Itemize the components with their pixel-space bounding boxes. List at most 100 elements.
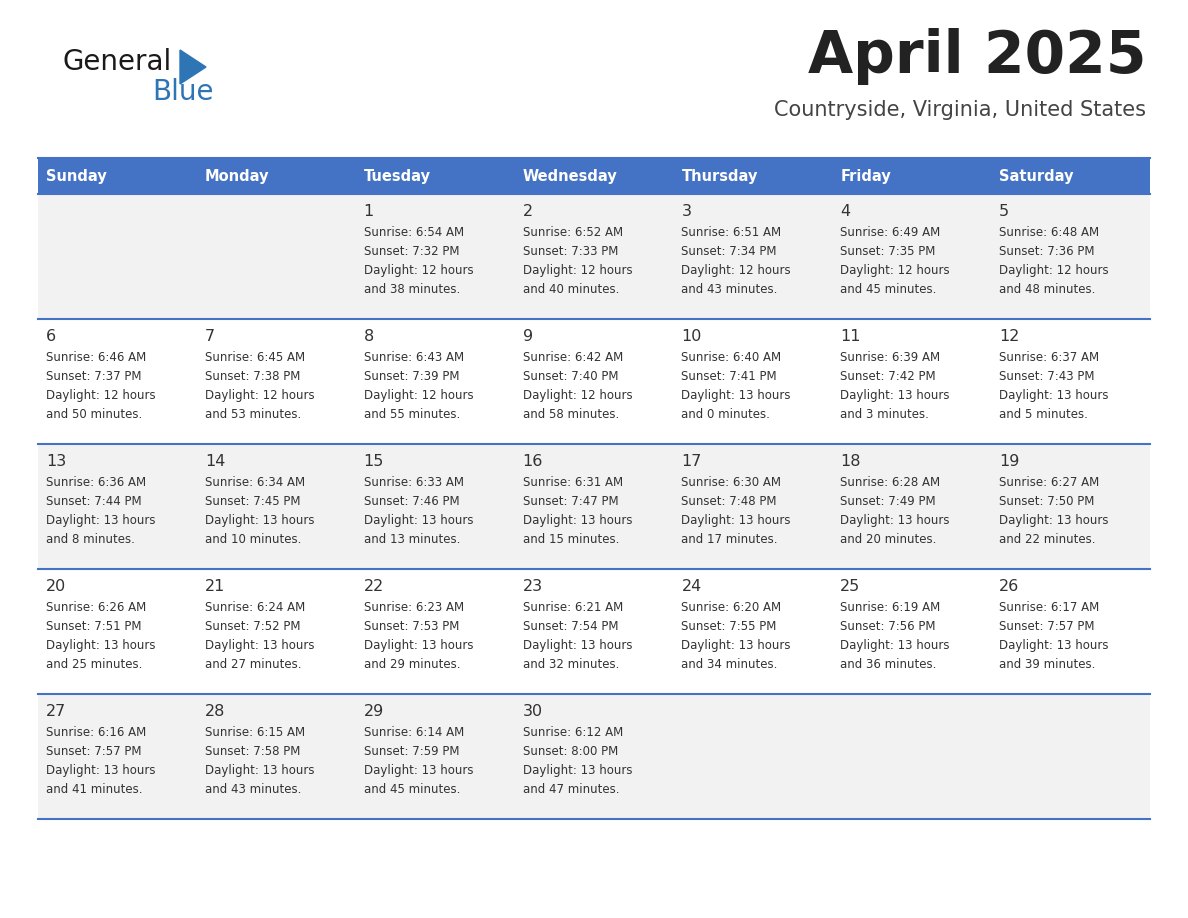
Text: and 5 minutes.: and 5 minutes. xyxy=(999,408,1088,421)
Text: 9: 9 xyxy=(523,329,532,344)
Text: Sunset: 7:43 PM: Sunset: 7:43 PM xyxy=(999,370,1094,383)
Text: and 48 minutes.: and 48 minutes. xyxy=(999,283,1095,296)
Text: Sunrise: 6:46 AM: Sunrise: 6:46 AM xyxy=(46,351,146,364)
Text: Daylight: 13 hours: Daylight: 13 hours xyxy=(523,514,632,527)
Text: Sunrise: 6:33 AM: Sunrise: 6:33 AM xyxy=(364,476,463,489)
Text: and 40 minutes.: and 40 minutes. xyxy=(523,283,619,296)
Text: and 45 minutes.: and 45 minutes. xyxy=(840,283,936,296)
Text: Tuesday: Tuesday xyxy=(364,169,431,184)
Text: Daylight: 13 hours: Daylight: 13 hours xyxy=(523,764,632,777)
Text: Daylight: 13 hours: Daylight: 13 hours xyxy=(364,514,473,527)
Bar xyxy=(991,158,1150,194)
Text: Sunrise: 6:26 AM: Sunrise: 6:26 AM xyxy=(46,601,146,614)
Text: Sunset: 7:47 PM: Sunset: 7:47 PM xyxy=(523,495,618,508)
Text: Sunrise: 6:16 AM: Sunrise: 6:16 AM xyxy=(46,726,146,739)
Text: 3: 3 xyxy=(682,204,691,219)
Text: and 13 minutes.: and 13 minutes. xyxy=(364,533,460,546)
Text: Daylight: 13 hours: Daylight: 13 hours xyxy=(364,639,473,652)
Text: Sunrise: 6:40 AM: Sunrise: 6:40 AM xyxy=(682,351,782,364)
Text: Daylight: 13 hours: Daylight: 13 hours xyxy=(682,514,791,527)
Text: Sunday: Sunday xyxy=(46,169,107,184)
Text: and 32 minutes.: and 32 minutes. xyxy=(523,658,619,671)
Text: 20: 20 xyxy=(46,579,67,594)
Text: Sunset: 7:59 PM: Sunset: 7:59 PM xyxy=(364,745,460,758)
Text: 18: 18 xyxy=(840,454,861,469)
Text: Sunset: 7:58 PM: Sunset: 7:58 PM xyxy=(204,745,301,758)
Text: Daylight: 13 hours: Daylight: 13 hours xyxy=(840,389,949,402)
Bar xyxy=(355,158,514,194)
Text: Daylight: 13 hours: Daylight: 13 hours xyxy=(204,514,315,527)
Text: 24: 24 xyxy=(682,579,702,594)
Text: and 55 minutes.: and 55 minutes. xyxy=(364,408,460,421)
Text: Sunrise: 6:19 AM: Sunrise: 6:19 AM xyxy=(840,601,941,614)
Text: Daylight: 12 hours: Daylight: 12 hours xyxy=(364,264,473,277)
Text: 12: 12 xyxy=(999,329,1019,344)
Text: 16: 16 xyxy=(523,454,543,469)
Text: Sunset: 7:46 PM: Sunset: 7:46 PM xyxy=(364,495,460,508)
Text: Sunset: 7:39 PM: Sunset: 7:39 PM xyxy=(364,370,460,383)
Text: and 47 minutes.: and 47 minutes. xyxy=(523,783,619,796)
Text: Daylight: 13 hours: Daylight: 13 hours xyxy=(840,514,949,527)
Text: Sunset: 7:49 PM: Sunset: 7:49 PM xyxy=(840,495,936,508)
Text: Daylight: 12 hours: Daylight: 12 hours xyxy=(364,389,473,402)
Text: and 38 minutes.: and 38 minutes. xyxy=(364,283,460,296)
Text: 6: 6 xyxy=(46,329,56,344)
Text: and 39 minutes.: and 39 minutes. xyxy=(999,658,1095,671)
Text: Daylight: 12 hours: Daylight: 12 hours xyxy=(999,264,1108,277)
Text: 21: 21 xyxy=(204,579,226,594)
Text: Daylight: 13 hours: Daylight: 13 hours xyxy=(204,764,315,777)
Text: 28: 28 xyxy=(204,704,226,719)
Text: Sunset: 7:38 PM: Sunset: 7:38 PM xyxy=(204,370,301,383)
Text: Sunset: 7:53 PM: Sunset: 7:53 PM xyxy=(364,620,459,633)
Text: Sunrise: 6:36 AM: Sunrise: 6:36 AM xyxy=(46,476,146,489)
Text: Daylight: 12 hours: Daylight: 12 hours xyxy=(204,389,315,402)
Text: and 20 minutes.: and 20 minutes. xyxy=(840,533,936,546)
Text: and 58 minutes.: and 58 minutes. xyxy=(523,408,619,421)
Text: Sunrise: 6:14 AM: Sunrise: 6:14 AM xyxy=(364,726,465,739)
Bar xyxy=(38,444,1150,569)
Text: and 15 minutes.: and 15 minutes. xyxy=(523,533,619,546)
Text: Daylight: 12 hours: Daylight: 12 hours xyxy=(523,264,632,277)
Text: and 50 minutes.: and 50 minutes. xyxy=(46,408,143,421)
Text: Daylight: 13 hours: Daylight: 13 hours xyxy=(46,639,156,652)
Text: Daylight: 13 hours: Daylight: 13 hours xyxy=(999,389,1108,402)
Text: Sunset: 7:50 PM: Sunset: 7:50 PM xyxy=(999,495,1094,508)
Text: Daylight: 13 hours: Daylight: 13 hours xyxy=(364,764,473,777)
Text: 14: 14 xyxy=(204,454,226,469)
Text: Daylight: 13 hours: Daylight: 13 hours xyxy=(999,514,1108,527)
Text: 11: 11 xyxy=(840,329,861,344)
Text: Sunrise: 6:24 AM: Sunrise: 6:24 AM xyxy=(204,601,305,614)
Bar xyxy=(38,319,1150,444)
Text: Sunrise: 6:17 AM: Sunrise: 6:17 AM xyxy=(999,601,1099,614)
Text: 19: 19 xyxy=(999,454,1019,469)
Text: Sunrise: 6:54 AM: Sunrise: 6:54 AM xyxy=(364,226,463,239)
Text: 23: 23 xyxy=(523,579,543,594)
Bar xyxy=(38,158,197,194)
Text: Sunrise: 6:48 AM: Sunrise: 6:48 AM xyxy=(999,226,1099,239)
Text: Sunrise: 6:52 AM: Sunrise: 6:52 AM xyxy=(523,226,623,239)
Text: Sunset: 7:37 PM: Sunset: 7:37 PM xyxy=(46,370,141,383)
Text: Sunset: 7:34 PM: Sunset: 7:34 PM xyxy=(682,245,777,258)
Text: and 41 minutes.: and 41 minutes. xyxy=(46,783,143,796)
Text: 4: 4 xyxy=(840,204,851,219)
Text: Sunset: 7:56 PM: Sunset: 7:56 PM xyxy=(840,620,936,633)
Text: Saturday: Saturday xyxy=(999,169,1074,184)
Text: Blue: Blue xyxy=(152,78,214,106)
Text: Sunset: 8:00 PM: Sunset: 8:00 PM xyxy=(523,745,618,758)
Text: 13: 13 xyxy=(46,454,67,469)
Bar xyxy=(197,158,355,194)
Text: Sunset: 7:55 PM: Sunset: 7:55 PM xyxy=(682,620,777,633)
Text: 10: 10 xyxy=(682,329,702,344)
Text: 22: 22 xyxy=(364,579,384,594)
Text: and 8 minutes.: and 8 minutes. xyxy=(46,533,135,546)
Text: Sunrise: 6:39 AM: Sunrise: 6:39 AM xyxy=(840,351,941,364)
Text: Daylight: 13 hours: Daylight: 13 hours xyxy=(840,639,949,652)
Text: Sunset: 7:51 PM: Sunset: 7:51 PM xyxy=(46,620,141,633)
Text: and 43 minutes.: and 43 minutes. xyxy=(682,283,778,296)
Text: Sunrise: 6:28 AM: Sunrise: 6:28 AM xyxy=(840,476,941,489)
Text: Sunset: 7:35 PM: Sunset: 7:35 PM xyxy=(840,245,936,258)
Text: 25: 25 xyxy=(840,579,860,594)
Text: Thursday: Thursday xyxy=(682,169,758,184)
Text: and 36 minutes.: and 36 minutes. xyxy=(840,658,936,671)
Text: 7: 7 xyxy=(204,329,215,344)
